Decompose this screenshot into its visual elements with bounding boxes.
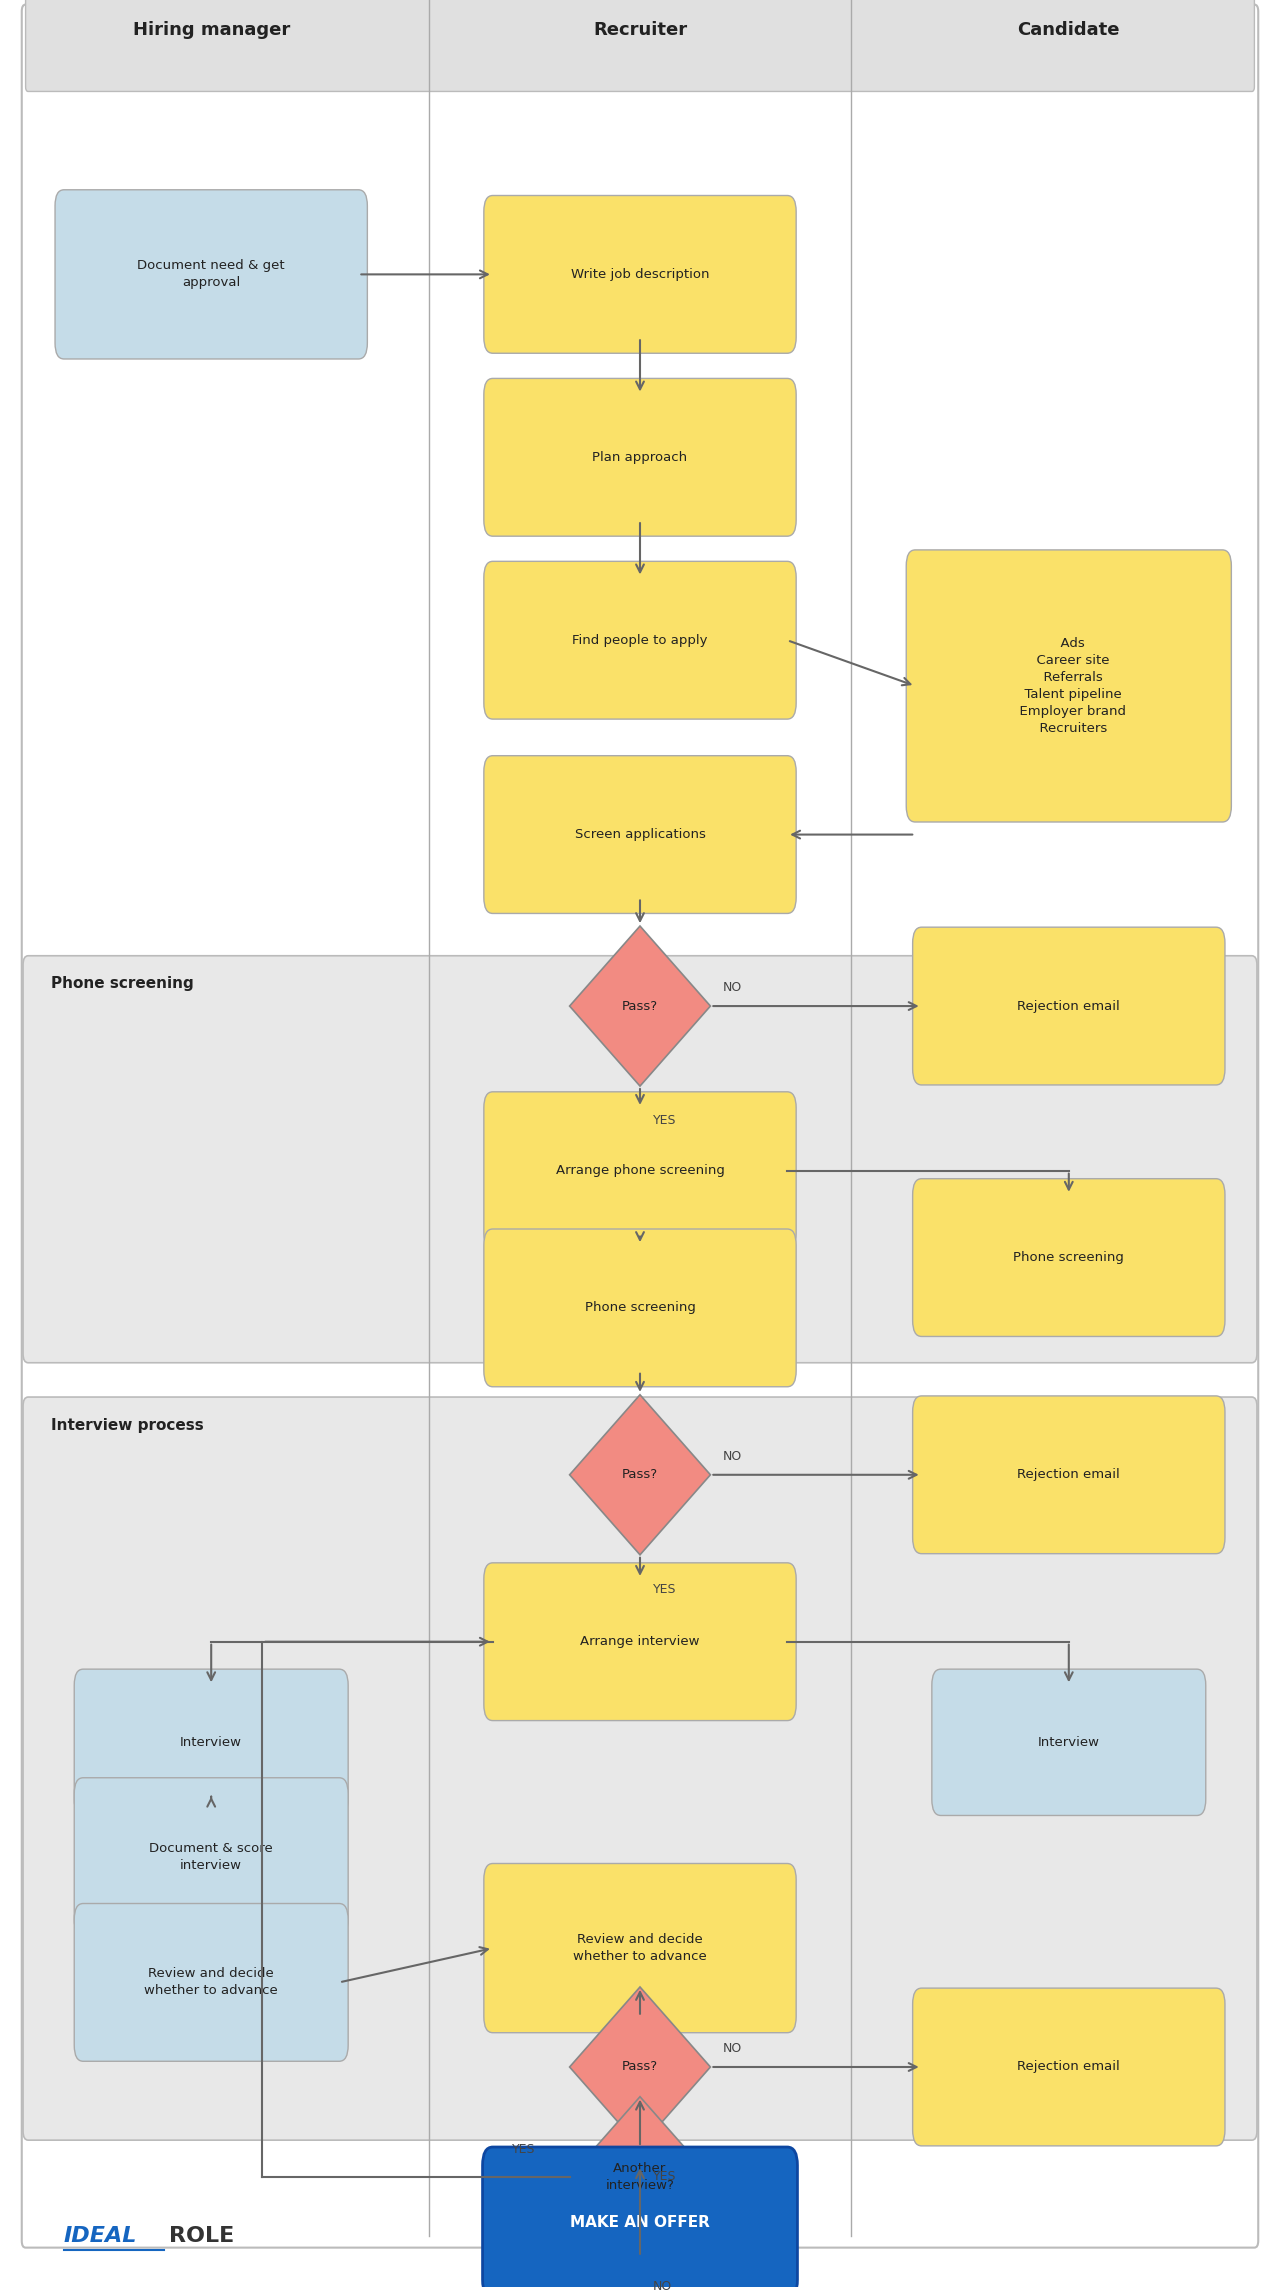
- FancyBboxPatch shape: [484, 757, 796, 913]
- Text: Document need & get
approval: Document need & get approval: [137, 259, 285, 289]
- Text: NO: NO: [723, 981, 742, 995]
- FancyBboxPatch shape: [484, 1091, 796, 1250]
- Text: Ads
  Career site
  Referrals
  Talent pipeline
  Employer brand
  Recruiters: Ads Career site Referrals Talent pipelin…: [1011, 637, 1126, 736]
- Text: Phone screening: Phone screening: [585, 1302, 695, 1314]
- Text: NO: NO: [723, 1449, 742, 1463]
- Text: Rejection email: Rejection email: [1018, 1468, 1120, 1481]
- Text: Arrange interview: Arrange interview: [580, 1635, 700, 1649]
- Text: Pass?: Pass?: [622, 1000, 658, 1014]
- FancyBboxPatch shape: [906, 550, 1231, 821]
- FancyBboxPatch shape: [483, 2146, 797, 2293]
- Text: Interview: Interview: [180, 1736, 242, 1750]
- Text: Rejection email: Rejection email: [1018, 2061, 1120, 2073]
- Text: Hiring manager: Hiring manager: [133, 21, 289, 39]
- Polygon shape: [570, 926, 710, 1087]
- Text: Pass?: Pass?: [622, 2061, 658, 2073]
- FancyBboxPatch shape: [26, 0, 1254, 92]
- FancyBboxPatch shape: [932, 1669, 1206, 1816]
- Text: Phone screening: Phone screening: [51, 977, 195, 991]
- Text: YES: YES: [653, 1582, 676, 1596]
- Text: ROLE: ROLE: [169, 2227, 234, 2247]
- FancyBboxPatch shape: [74, 1669, 348, 1816]
- FancyBboxPatch shape: [74, 1777, 348, 1935]
- Polygon shape: [570, 2096, 710, 2256]
- FancyBboxPatch shape: [55, 190, 367, 360]
- Text: Recruiter: Recruiter: [593, 21, 687, 39]
- Text: YES: YES: [512, 2144, 535, 2155]
- FancyBboxPatch shape: [484, 1564, 796, 1720]
- Polygon shape: [570, 1988, 710, 2146]
- FancyBboxPatch shape: [484, 562, 796, 720]
- FancyBboxPatch shape: [74, 1903, 348, 2061]
- Text: MAKE AN OFFER: MAKE AN OFFER: [570, 2215, 710, 2231]
- Text: YES: YES: [653, 2169, 676, 2183]
- FancyBboxPatch shape: [484, 195, 796, 353]
- Text: IDEAL: IDEAL: [64, 2227, 137, 2247]
- Text: NO: NO: [653, 2279, 672, 2293]
- Text: Plan approach: Plan approach: [593, 452, 687, 463]
- FancyBboxPatch shape: [23, 1396, 1257, 2139]
- Text: Write job description: Write job description: [571, 268, 709, 280]
- Text: Another
interview?: Another interview?: [605, 2162, 675, 2192]
- FancyBboxPatch shape: [913, 1396, 1225, 1555]
- Text: Review and decide
whether to advance: Review and decide whether to advance: [573, 1933, 707, 1963]
- Text: Arrange phone screening: Arrange phone screening: [556, 1165, 724, 1176]
- FancyBboxPatch shape: [484, 1864, 796, 2032]
- FancyBboxPatch shape: [484, 1229, 796, 1387]
- FancyBboxPatch shape: [22, 5, 1258, 2247]
- Text: YES: YES: [653, 1114, 676, 1126]
- FancyBboxPatch shape: [913, 1988, 1225, 2146]
- FancyBboxPatch shape: [484, 378, 796, 537]
- FancyBboxPatch shape: [913, 1179, 1225, 1337]
- FancyBboxPatch shape: [23, 956, 1257, 1362]
- Text: Find people to apply: Find people to apply: [572, 633, 708, 647]
- Text: Interview: Interview: [1038, 1736, 1100, 1750]
- Text: Document & score
interview: Document & score interview: [150, 1841, 273, 1871]
- Text: Phone screening: Phone screening: [1014, 1252, 1124, 1263]
- Text: Interview process: Interview process: [51, 1417, 204, 1433]
- Text: Screen applications: Screen applications: [575, 828, 705, 842]
- Text: Candidate: Candidate: [1018, 21, 1120, 39]
- Text: Review and decide
whether to advance: Review and decide whether to advance: [145, 1967, 278, 1997]
- FancyBboxPatch shape: [913, 926, 1225, 1085]
- Text: Rejection email: Rejection email: [1018, 1000, 1120, 1014]
- Text: NO: NO: [723, 2043, 742, 2055]
- Text: Pass?: Pass?: [622, 1468, 658, 1481]
- Polygon shape: [570, 1394, 710, 1555]
